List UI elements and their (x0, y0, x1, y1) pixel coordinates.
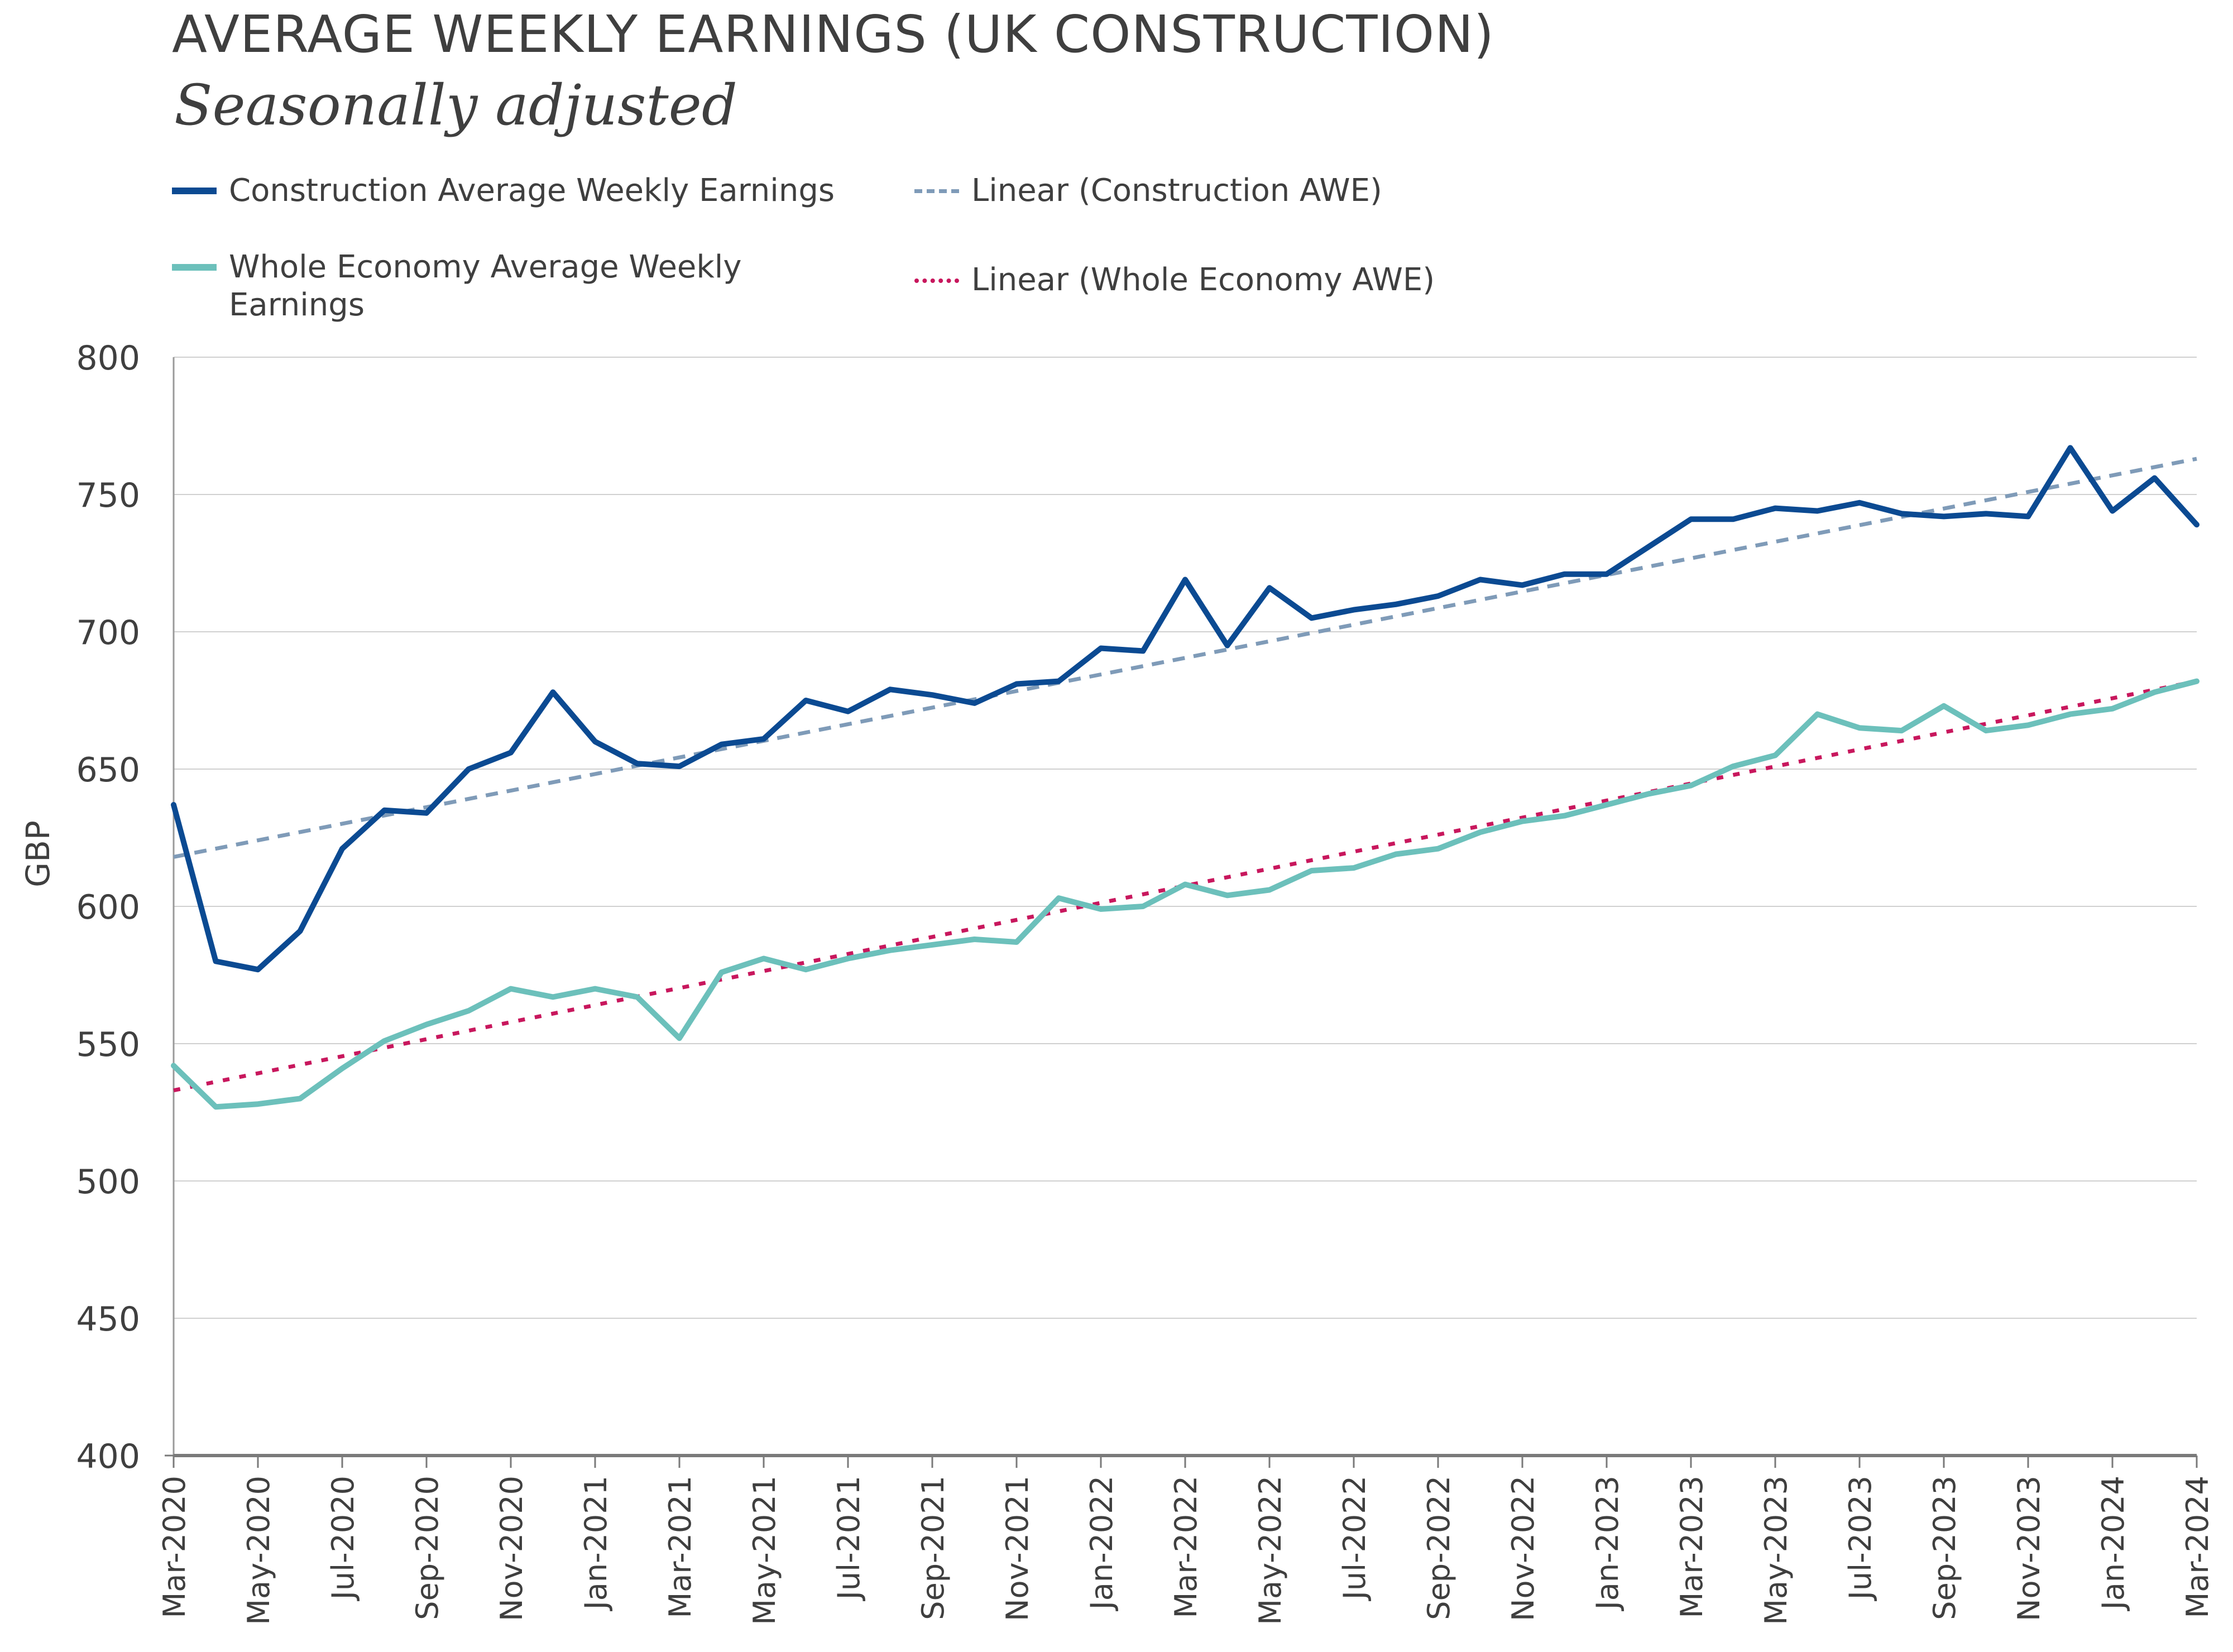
y-tick-label-450: 450 (76, 1300, 140, 1339)
legend-label-whole-economy: Whole Economy Average Weekly Earnings (229, 249, 742, 323)
series-lines (171, 445, 2200, 1110)
legend-swatch-linear-construction (914, 189, 959, 193)
legend-label-linear-construction: Linear (Construction AWE) (971, 172, 1382, 209)
x-tick-label-nov-2021: Nov-2021 (1000, 1476, 1035, 1621)
y-tick-label-650: 650 (76, 751, 140, 790)
x-tick-label-mar-2024: Mar-2024 (2180, 1476, 2215, 1618)
x-tick-label-may-2023: May-2023 (1758, 1476, 1794, 1625)
series-line-whole-economy-average-weekly-earnings (171, 678, 2200, 1110)
x-axis-tick-labels: Mar-2020 May-2020 Jul-2020 Sep-2020 Nov-2020… (157, 1476, 2215, 1625)
y-axis-label: GBP (19, 820, 57, 887)
legend-item-linear-whole-economy: Linear (Whole Economy AWE) (914, 261, 1435, 299)
y-tick-label-550: 550 (76, 1025, 140, 1064)
x-tick-label-jan-2024: Jan-2024 (2096, 1476, 2131, 1611)
x-tick-label-nov-2020: Nov-2020 (494, 1476, 529, 1621)
x-tick-label-mar-2020: Mar-2020 (157, 1476, 192, 1618)
x-tick-label-may-2021: May-2021 (747, 1476, 782, 1625)
y-tick-label-600: 600 (76, 888, 140, 927)
legend-swatch-linear-whole-economy (914, 278, 959, 283)
y-tick-label-800: 800 (76, 339, 140, 378)
legend-label-construction: Construction Average Weekly Earnings (229, 172, 835, 209)
legend-swatch-construction (172, 188, 217, 194)
y-tick-label-400: 400 (76, 1437, 140, 1476)
x-tick-label-may-2020: May-2020 (241, 1476, 276, 1625)
x-tick-label-jul-2022: Jul-2022 (1337, 1476, 1372, 1601)
gridlines (174, 357, 2197, 1319)
x-tick-label-jan-2022: Jan-2022 (1084, 1476, 1119, 1611)
y-tick-label-750: 750 (76, 476, 140, 515)
y-tick-label-500: 500 (76, 1163, 140, 1202)
x-tick-label-jul-2023: Jul-2023 (1843, 1476, 1878, 1601)
x-tick-label-sep-2020: Sep-2020 (410, 1476, 445, 1620)
x-tick-label-jul-2021: Jul-2021 (831, 1476, 866, 1601)
legend-item-linear-construction: Linear (Construction AWE) (914, 172, 1382, 210)
x-tick-label-jan-2023: Jan-2023 (1590, 1476, 1625, 1611)
y-axis-tick-labels: 400 450 500 550 600 650 700 750 800 (76, 339, 140, 1476)
x-tick-label-jul-2020: Jul-2020 (325, 1476, 361, 1601)
x-tick-label-sep-2023: Sep-2023 (1927, 1476, 1962, 1620)
x-tick-label-sep-2022: Sep-2022 (1421, 1476, 1456, 1620)
x-tick-label-jan-2021: Jan-2021 (578, 1476, 614, 1611)
x-tick-label-may-2022: May-2022 (1253, 1476, 1288, 1625)
trendline-linear-construction-awe (173, 457, 2197, 859)
y-tick-label-700: 700 (76, 613, 140, 652)
chart-title: AVERAGE WEEKLY EARNINGS (UK CONSTRUCTION… (172, 4, 1494, 64)
legend-item-construction: Construction Average Weekly Earnings (172, 172, 835, 210)
x-tick-label-nov-2023: Nov-2023 (2011, 1476, 2047, 1621)
legend-label-linear-whole-economy: Linear (Whole Economy AWE) (971, 262, 1435, 298)
x-tick-label-mar-2021: Mar-2021 (663, 1476, 698, 1618)
chart-subtitle: Seasonally adjusted (174, 73, 737, 138)
axes (165, 357, 2198, 1468)
legend-swatch-whole-economy (172, 264, 217, 271)
series-line-construction-average-weekly-earnings (171, 445, 2200, 973)
x-tick-label-mar-2023: Mar-2023 (1674, 1476, 1709, 1618)
x-tick-label-nov-2022: Nov-2022 (1506, 1476, 1541, 1621)
legend-item-whole-economy: Whole Economy Average Weekly Earnings (172, 248, 842, 324)
x-tick-label-sep-2021: Sep-2021 (916, 1476, 951, 1620)
x-tick-label-mar-2022: Mar-2022 (1168, 1476, 1204, 1618)
